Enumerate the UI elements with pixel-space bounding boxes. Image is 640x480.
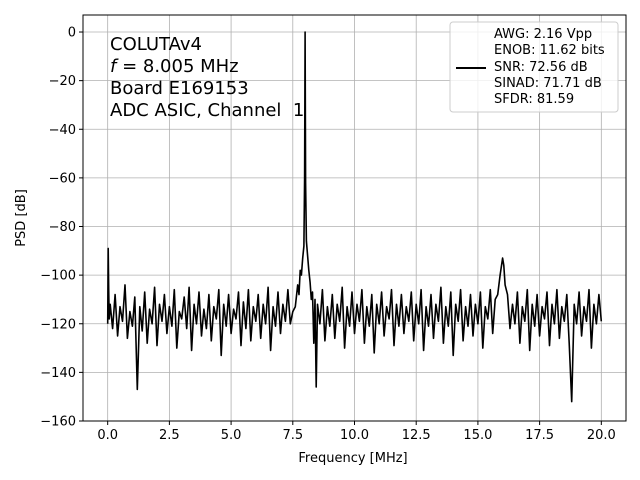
y-tick-label: −20 xyxy=(49,74,76,89)
y-tick-label: −160 xyxy=(40,415,76,430)
legend-box xyxy=(449,21,619,113)
x-tick-label: 12.5 xyxy=(402,428,431,443)
y-tick-label: −120 xyxy=(40,317,76,332)
annotation-channel: ADC ASIC, Channel 1 xyxy=(110,100,304,121)
x-tick-label: 7.5 xyxy=(282,428,303,443)
y-tick-label: −60 xyxy=(49,171,76,186)
psd-trace xyxy=(106,31,603,403)
legend-awg: AWG: 2.16 Vpp xyxy=(494,27,592,42)
psd-series-line xyxy=(106,31,603,403)
x-tick-label: 5.0 xyxy=(221,428,242,443)
y-axis-label: PSD [dB] xyxy=(14,189,29,247)
x-tick-label: 15.0 xyxy=(463,428,492,443)
annotation-box: COLUTAv4 f = 8.005 MHz Board E169153 ADC… xyxy=(110,34,304,121)
x-tick-label: 17.5 xyxy=(525,428,554,443)
annotation-board: Board E169153 xyxy=(110,78,249,99)
y-tick-label: −80 xyxy=(49,220,76,235)
annotation-frequency: f = 8.005 MHz xyxy=(110,56,239,77)
legend-snr: SNR: 72.56 dB xyxy=(494,60,588,75)
legend-sfdr: SFDR: 81.59 xyxy=(494,92,574,107)
y-tick-label: −140 xyxy=(40,366,76,381)
x-tick-label: 0.0 xyxy=(97,428,118,443)
legend-sinad: SINAD: 71.71 dB xyxy=(494,76,602,91)
annotation-frequency-value: = 8.005 MHz xyxy=(116,56,238,77)
annotation-title: COLUTAv4 xyxy=(110,34,202,55)
axis-ticks: 0.0 2.5 5.0 7.5 10.0 12.5 15.0 17.5 20.0 0 −20 −40 −… xyxy=(40,26,616,443)
y-tick-label: −100 xyxy=(40,269,76,284)
annotation-frequency-var: f xyxy=(110,56,119,77)
x-axis-label: Frequency [MHz] xyxy=(298,451,407,466)
x-tick-label: 20.0 xyxy=(587,428,616,443)
x-tick-label: 2.5 xyxy=(159,428,180,443)
y-tick-label: −40 xyxy=(49,123,76,138)
y-tick-label: 0 xyxy=(68,26,76,41)
x-tick-label: 10.0 xyxy=(340,428,369,443)
legend-enob: ENOB: 11.62 bits xyxy=(494,43,605,58)
legend: AWG: 2.16 Vpp ENOB: 11.62 bits SNR: 72.5… xyxy=(449,21,619,113)
